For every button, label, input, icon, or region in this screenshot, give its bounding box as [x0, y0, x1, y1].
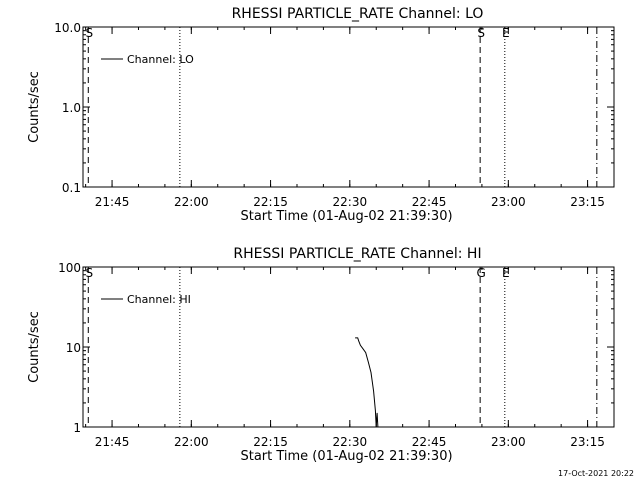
- plot-frame: [82, 266, 615, 428]
- chart-title: RHESSI PARTICLE_RATE Channel: HI: [233, 246, 481, 262]
- x-tick-label: 22:00: [174, 435, 209, 449]
- y-tick-label: 0.1: [62, 181, 81, 195]
- y-axis-label: Counts/sec: [27, 71, 42, 143]
- plot-frame: [82, 26, 615, 188]
- event-marker-label: S: [85, 26, 93, 40]
- event-marker-label: E: [502, 266, 510, 280]
- x-tick-label: 21:45: [95, 195, 130, 209]
- x-tick-label: 21:45: [95, 435, 130, 449]
- x-tick-label: 23:15: [570, 195, 605, 209]
- event-marker-label: S: [477, 26, 485, 40]
- x-tick-label: 22:45: [412, 435, 447, 449]
- y-tick-label: 10.0: [54, 21, 81, 35]
- series-line: [355, 337, 379, 427]
- x-tick-label: 23:00: [491, 435, 526, 449]
- event-marker-label: S: [85, 266, 93, 280]
- y-tick-label: 100: [58, 261, 81, 275]
- x-tick-label: 22:30: [333, 195, 368, 209]
- x-tick-label: 23:00: [491, 195, 526, 209]
- y-axis-label: Counts/sec: [27, 311, 42, 383]
- chart-title: RHESSI PARTICLE_RATE Channel: LO: [232, 6, 484, 22]
- x-tick-label: 22:00: [174, 195, 209, 209]
- x-axis-label: Start Time (01-Aug-02 21:39:30): [240, 209, 452, 224]
- chart-panel-2: RHESSI PARTICLE_RATE Channel: HI 21:45 22:…: [27, 246, 615, 464]
- legend-label: Channel: LO: [127, 53, 194, 66]
- y-tick-label: 1: [73, 421, 81, 435]
- x-tick-label: 23:15: [570, 435, 605, 449]
- x-tick-label: 22:30: [333, 435, 368, 449]
- y-tick-label: 10: [66, 341, 81, 355]
- event-marker-label: G: [476, 266, 485, 280]
- chart-panel-1: RHESSI PARTICLE_RATE Channel: LO 21:45 22:…: [27, 6, 615, 224]
- event-marker-label: E: [502, 26, 510, 40]
- x-tick-label: 22:15: [253, 195, 288, 209]
- generation-timestamp: 17-Oct-2021 20:22: [558, 469, 634, 478]
- y-tick-label: 1.0: [62, 101, 81, 115]
- legend-label: Channel: HI: [127, 293, 191, 306]
- x-tick-label: 22:45: [412, 195, 447, 209]
- x-axis-label: Start Time (01-Aug-02 21:39:30): [240, 449, 452, 464]
- x-tick-label: 22:15: [253, 435, 288, 449]
